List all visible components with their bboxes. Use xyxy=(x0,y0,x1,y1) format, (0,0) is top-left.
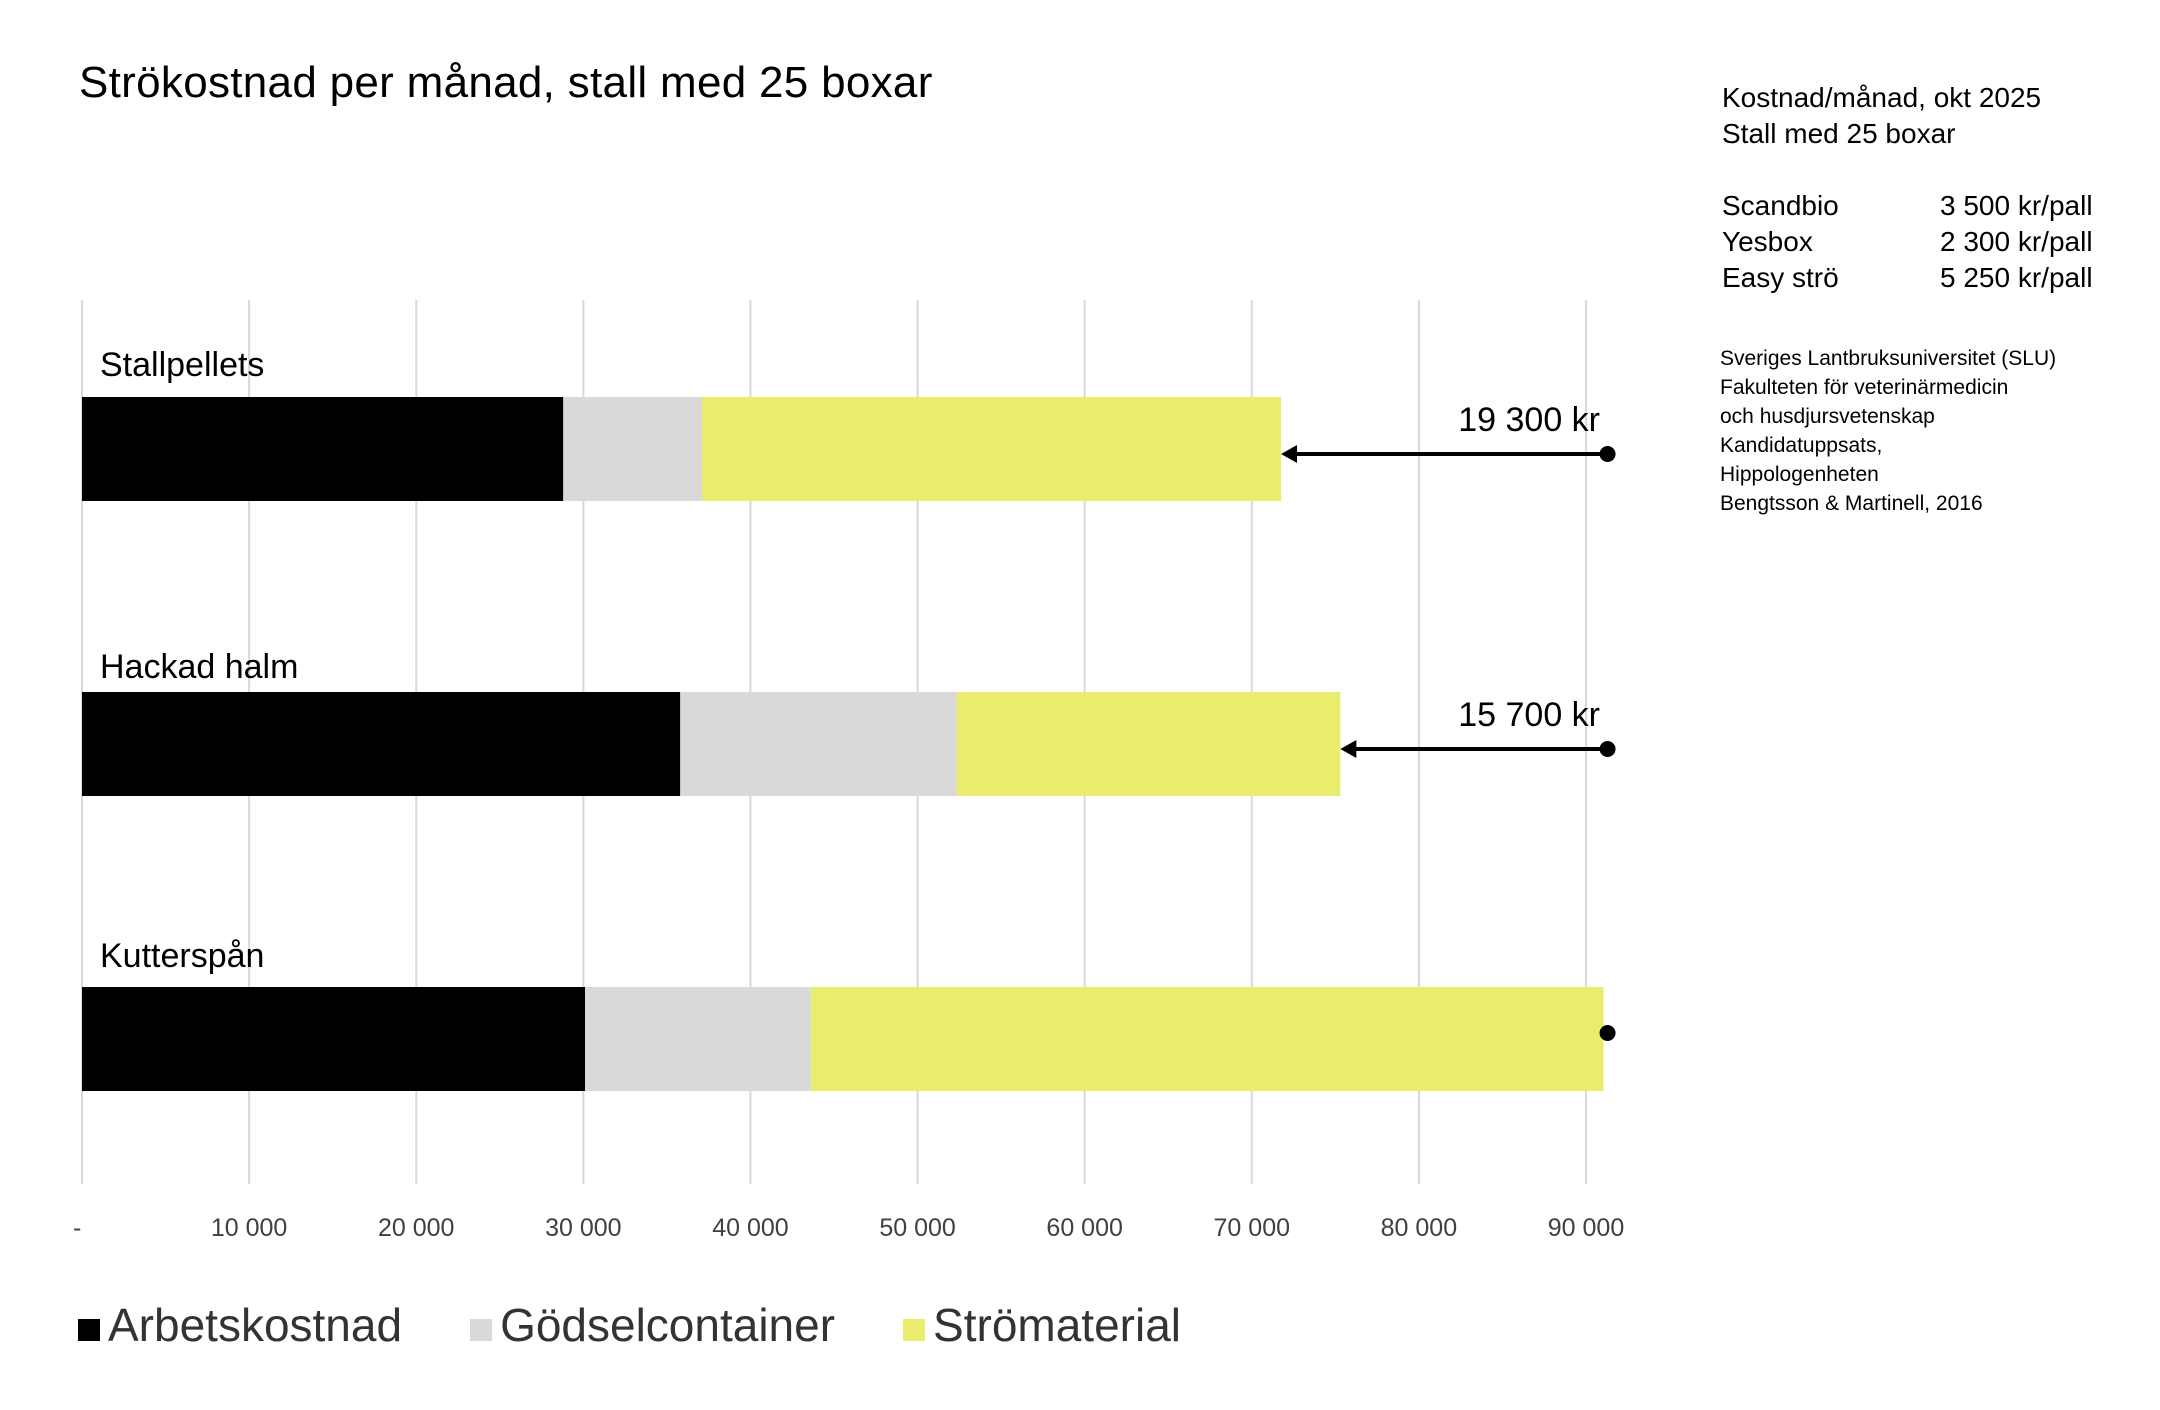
bar-segment-gödselcontainer xyxy=(563,397,702,501)
info-line-2: Stall med 25 boxar xyxy=(1722,118,1956,149)
legend-label: Strömaterial xyxy=(933,1299,1182,1351)
legend-swatch xyxy=(470,1319,493,1341)
price-row: Yesbox 2 300 kr/pall xyxy=(1722,224,2093,260)
price-list: Scandbio 3 500 kr/pall Yesbox 2 300 kr/pal… xyxy=(1722,188,2093,296)
x-tick-label: 10 000 xyxy=(211,1214,287,1242)
bar-segment-gödselcontainer xyxy=(585,987,811,1091)
price-name: Easy strö xyxy=(1722,262,1839,293)
x-tick-label: 70 000 xyxy=(1214,1214,1290,1242)
info-line-1: Kostnad/månad, okt 2025 xyxy=(1722,82,2042,113)
difference-label: 19 300 kr xyxy=(1458,401,1600,439)
source-line: Hippologenheten xyxy=(1720,463,1879,486)
bar-segment-arbetskostnad xyxy=(82,397,564,501)
bar-segment-strömaterial xyxy=(701,397,1282,501)
price-name: Yesbox xyxy=(1722,226,1813,257)
category-label: Hackad halm xyxy=(100,648,298,686)
bar-segment-arbetskostnad xyxy=(82,692,681,796)
legend-label: Arbetskostnad xyxy=(108,1299,403,1351)
price-row: Scandbio 3 500 kr/pall xyxy=(1722,188,2093,224)
legend-label: Gödselcontainer xyxy=(500,1299,836,1351)
info-panel: Kostnad/månad, okt 2025 Stall med 25 box… xyxy=(1722,80,2041,152)
x-tick-label: - xyxy=(73,1214,81,1242)
legend-swatch xyxy=(78,1319,100,1341)
source-line: Sveriges Lantbruksuniversitet (SLU) xyxy=(1720,347,2057,370)
bar-segment-strömaterial xyxy=(810,987,1604,1091)
x-tick-label: 50 000 xyxy=(879,1214,955,1242)
price-value: 5 250 kr/pall xyxy=(1940,262,2093,293)
source-line: Bengtsson & Martinell, 2016 xyxy=(1720,492,1983,515)
source-line: och husdjursvetenskap xyxy=(1720,405,1935,428)
x-tick-label: 80 000 xyxy=(1381,1214,1457,1242)
bar-segment-arbetskostnad xyxy=(82,987,586,1091)
source-citation: Sveriges Lantbruksuniversitet (SLU) Faku… xyxy=(1720,344,2056,518)
legend: Arbetskostnad Gödselcontainer Strömateri… xyxy=(78,1298,1249,1352)
arrowhead-icon xyxy=(1340,740,1357,758)
price-name: Scandbio xyxy=(1722,190,1839,221)
legend-item-godselcontainer: Gödselcontainer xyxy=(470,1298,835,1352)
x-tick-label: 40 000 xyxy=(712,1214,788,1242)
category-label: Kutterspån xyxy=(100,937,264,975)
category-label: Stallpellets xyxy=(100,346,264,384)
source-line: Fakulteten för veterinärmedicin xyxy=(1720,376,2009,399)
x-tick-label: 60 000 xyxy=(1046,1214,1122,1242)
x-tick-label: 90 000 xyxy=(1548,1214,1624,1242)
bar-segment-strömaterial xyxy=(956,692,1341,796)
end-dot xyxy=(1599,1025,1616,1041)
difference-label: 15 700 kr xyxy=(1458,696,1600,734)
source-line: Kandidatuppsats, xyxy=(1720,434,1883,457)
legend-swatch xyxy=(903,1319,926,1341)
price-value: 2 300 kr/pall xyxy=(1940,226,2093,257)
price-row: Easy strö 5 250 kr/pall xyxy=(1722,260,2093,296)
bar-segment-gödselcontainer xyxy=(680,692,957,796)
price-value: 3 500 kr/pall xyxy=(1940,190,2093,221)
legend-item-stromaterial: Strömaterial xyxy=(903,1298,1181,1352)
x-tick-label: 30 000 xyxy=(545,1214,621,1242)
legend-item-arbetskostnad: Arbetskostnad xyxy=(78,1298,402,1352)
chart-title: Strökostnad per månad, stall med 25 boxa… xyxy=(79,58,933,107)
x-tick-label: 20 000 xyxy=(378,1214,454,1242)
arrowhead-icon xyxy=(1281,445,1298,463)
